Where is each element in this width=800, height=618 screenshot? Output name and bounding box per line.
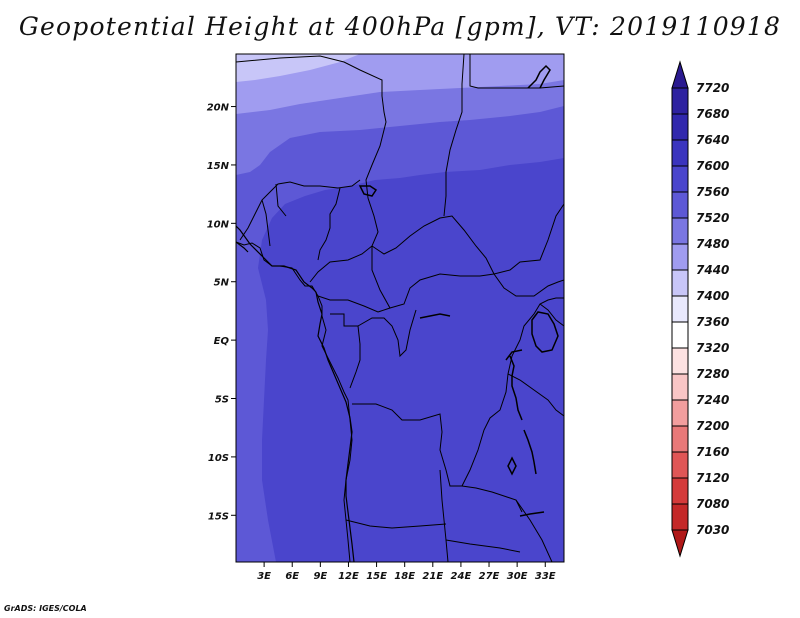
lon-tick-label: 27E [479,571,500,582]
colorbar-swatch [671,165,689,193]
lat-tick-label: 15N [207,161,230,172]
colorbar-swatch [671,321,689,349]
colorbar: 7720 7680 7640 7600 7560 7520 7480 7440 7400 7360… [671,60,729,558]
lat-tick-label: EQ [214,336,230,347]
colorbar-label: 7120 [696,471,729,485]
colorbar-swatch [671,295,689,323]
lon-tick-label: 24E [451,571,472,582]
lon-tick-label: 21E [422,571,443,582]
colorbar-label: 7280 [696,367,729,381]
lat-tick-label: 20N [207,103,230,114]
colorbar-label: 7160 [696,445,729,459]
colorbar-swatch [671,347,689,375]
colorbar-label: 7030 [696,523,729,537]
lon-tick-label: 18E [394,571,415,582]
colorbar-label: 7680 [696,107,729,121]
colorbar-swatch [671,425,689,453]
colorbar-label: 7320 [696,341,729,355]
colorbar-label: 7600 [696,159,729,173]
colorbar-label: 7080 [696,497,729,511]
lat-tick-label: 15S [208,511,229,522]
lon-tick-label: 33E [535,571,556,582]
field-7440 [236,54,360,82]
colorbar-label: 7400 [696,289,729,303]
colorbar-top-arrow [671,60,689,89]
lon-tick-label: 15E [366,571,387,582]
grads-credit: GrADS: IGES/COLA [4,604,87,613]
plot-border [235,53,565,563]
lakes-and-rivers [358,64,559,517]
colorbar-label: 7240 [696,393,729,407]
colorbar-label: 7560 [696,185,729,199]
field-7560 [236,54,564,562]
colorbar-swatch [671,87,689,115]
colorbar-swatch [671,503,689,531]
colorbar-swatch [671,399,689,427]
latitude-axis: 20N 15N 10N 5N EQ 5S 10S 15S [207,103,236,522]
lat-tick-label: 5N [214,278,230,289]
lat-tick-label: 5S [215,395,229,406]
colorbar-label: 7440 [696,263,729,277]
colorbar-swatch [671,373,689,401]
lon-tick-label: 30E [507,571,528,582]
lon-tick-label: 12E [338,571,359,582]
colorbar-swatch [671,477,689,505]
country-borders [236,54,564,562]
longitude-axis: 3E 6E 9E 12E 15E 18E 21E 24E 27E 30E 33E [257,562,556,582]
colorbar-label: 7360 [696,315,729,329]
colorbar-label: 7200 [696,419,729,433]
colorbar-swatch [671,113,689,141]
colorbar-label: 7640 [696,133,729,147]
colorbar-label: 7520 [696,211,729,225]
colorbar-swatch [671,269,689,297]
colorbar-swatch [671,451,689,479]
colorbar-swatch [671,243,689,271]
lat-tick-label: 10S [208,453,229,464]
lon-tick-label: 9E [313,571,327,582]
map-plot-area [236,54,564,562]
lon-tick-label: 3E [257,571,271,582]
coastline-africa [236,225,355,562]
colorbar-swatch [671,217,689,245]
colorbar-swatch [671,191,689,219]
colorbar-swatch [671,139,689,167]
colorbar-bottom-arrow [671,529,689,558]
lon-tick-label: 6E [285,571,299,582]
colorbar-label: 7480 [696,237,729,251]
field-7480 [236,54,564,114]
chart-title: Geopotential Height at 400hPa [gpm], VT:… [18,12,782,41]
colorbar-label: 7720 [696,81,729,95]
lat-tick-label: 10N [207,219,230,230]
